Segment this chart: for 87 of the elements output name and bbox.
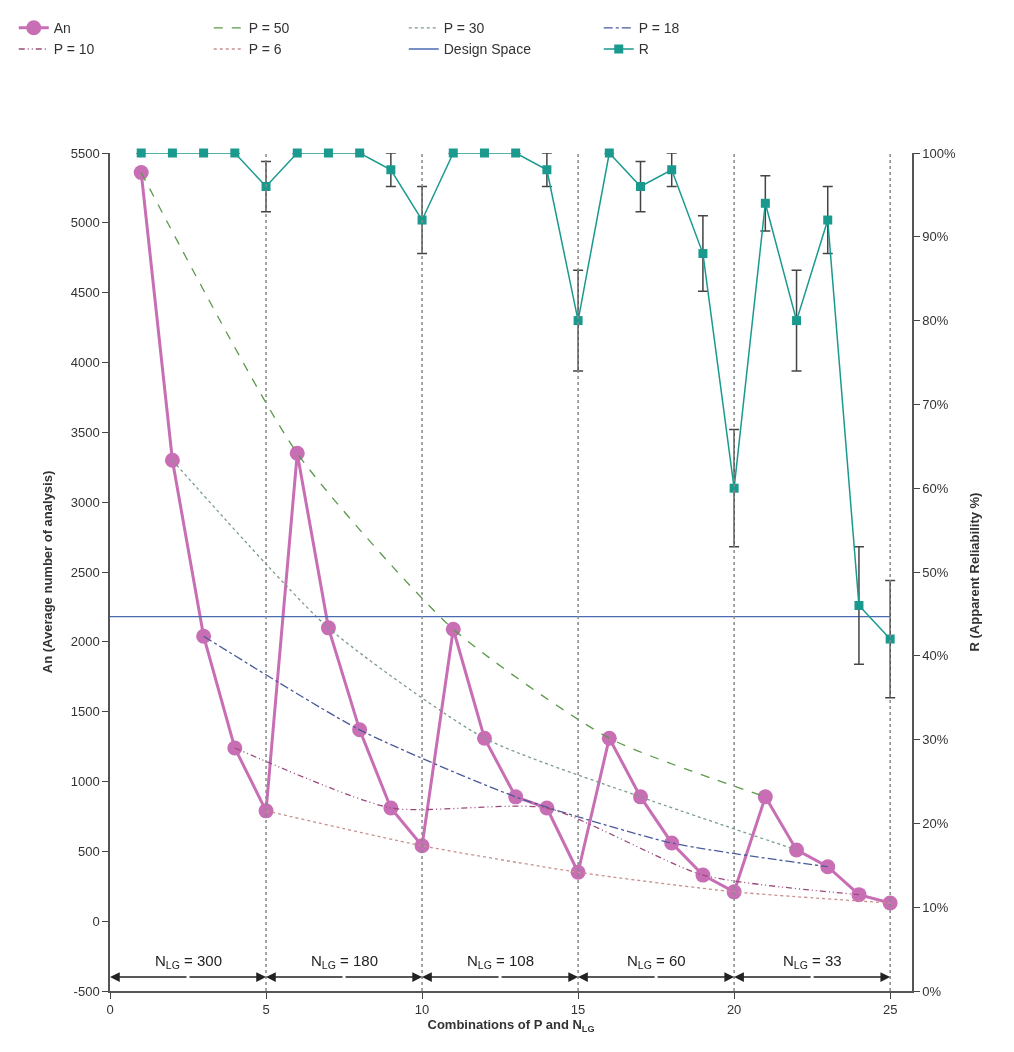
- legend-label: Design Space: [443, 41, 532, 58]
- point: [851, 887, 867, 903]
- y-tick-label: 4000: [70, 355, 100, 371]
- y2-tick-label: 70%: [922, 396, 949, 412]
- legend-label: P = 30: [443, 20, 485, 37]
- point: [757, 789, 773, 805]
- point: [760, 198, 770, 208]
- point: [196, 628, 212, 644]
- point: [792, 316, 802, 326]
- legend-label: P = 50: [248, 20, 290, 37]
- point: [511, 148, 521, 158]
- point: [667, 165, 677, 175]
- point: [167, 148, 177, 158]
- point: [383, 800, 399, 816]
- point: [227, 740, 243, 756]
- annotation: N$_{LG}$ = 300: [155, 952, 222, 972]
- y2-tick-label: 20%: [922, 815, 949, 831]
- point: [542, 165, 552, 175]
- annotation: N$_{LG}$ = 33: [783, 952, 842, 972]
- point: [292, 148, 302, 158]
- x-axis-title: Combinations of P and N$_{LG}$: [427, 1017, 595, 1035]
- point: [164, 452, 180, 468]
- y2-tick-label: 0%: [922, 983, 942, 999]
- y-tick-label: 2000: [70, 634, 100, 650]
- point: [820, 859, 836, 875]
- y-tick-label: 0: [92, 913, 100, 929]
- legend-label: An: [53, 20, 71, 37]
- point: [320, 620, 336, 636]
- point: [417, 215, 427, 225]
- y2-tick-label: 90%: [922, 229, 949, 245]
- point: [355, 148, 365, 158]
- y-tick-label: 5500: [70, 145, 100, 161]
- point: [633, 789, 649, 805]
- point: [352, 722, 368, 738]
- annotation: N$_{LG}$ = 60: [627, 952, 686, 972]
- legend-label: P = 10: [53, 41, 95, 58]
- point: [695, 867, 711, 883]
- y2-tick-label: 10%: [922, 899, 949, 915]
- y-tick-label: 1500: [70, 704, 100, 720]
- point: [448, 148, 458, 158]
- point: [479, 148, 489, 158]
- point: [823, 215, 833, 225]
- point: [508, 789, 524, 805]
- legend-label: R: [638, 41, 649, 58]
- point: [323, 148, 333, 158]
- point: [289, 445, 305, 461]
- y-tick-label: 500: [77, 843, 100, 859]
- point: [636, 182, 646, 192]
- annotation: N$_{LG}$ = 180: [311, 952, 378, 972]
- y-tick-label: 1000: [70, 774, 100, 790]
- y2-tick-label: 30%: [922, 732, 949, 748]
- point: [698, 249, 708, 259]
- point: [476, 730, 492, 746]
- y-tick-label: 2500: [70, 564, 100, 580]
- point: [199, 148, 209, 158]
- point: [133, 165, 149, 181]
- x-tick-label: 10: [414, 1002, 430, 1018]
- x-tick-label: 5: [262, 1002, 270, 1018]
- point: [664, 835, 680, 851]
- y2-tick-label: 40%: [922, 648, 949, 664]
- y2-tick-label: 60%: [922, 480, 949, 496]
- y-tick-label: -500: [73, 983, 100, 999]
- point: [854, 601, 864, 611]
- y-tick-label: 5000: [70, 215, 100, 231]
- legend-label: P = 6: [248, 41, 282, 58]
- point: [230, 148, 240, 158]
- y-axis-title: An (Average number of analysis): [40, 470, 56, 674]
- x-tick-label: 15: [570, 1002, 586, 1018]
- x-tick-label: 25: [882, 1002, 898, 1018]
- point: [445, 621, 461, 637]
- point: [601, 730, 617, 746]
- y2-axis-title: R (Apparent Reliability %): [967, 492, 983, 652]
- y-tick-label: 3000: [70, 494, 100, 510]
- y2-tick-label: 50%: [922, 564, 949, 580]
- y2-tick-label: 100%: [922, 145, 957, 161]
- x-tick-label: 0: [106, 1002, 114, 1018]
- x-tick-label: 20: [726, 1002, 742, 1018]
- y-tick-label: 3500: [70, 424, 100, 440]
- point: [386, 165, 396, 175]
- legend-label: P = 18: [638, 20, 680, 37]
- point: [789, 842, 805, 858]
- annotation: N$_{LG}$ = 108: [467, 952, 534, 972]
- point: [604, 148, 614, 158]
- y2-tick-label: 80%: [922, 313, 949, 329]
- point: [261, 182, 271, 192]
- y-tick-label: 4500: [70, 285, 100, 301]
- point: [136, 148, 146, 158]
